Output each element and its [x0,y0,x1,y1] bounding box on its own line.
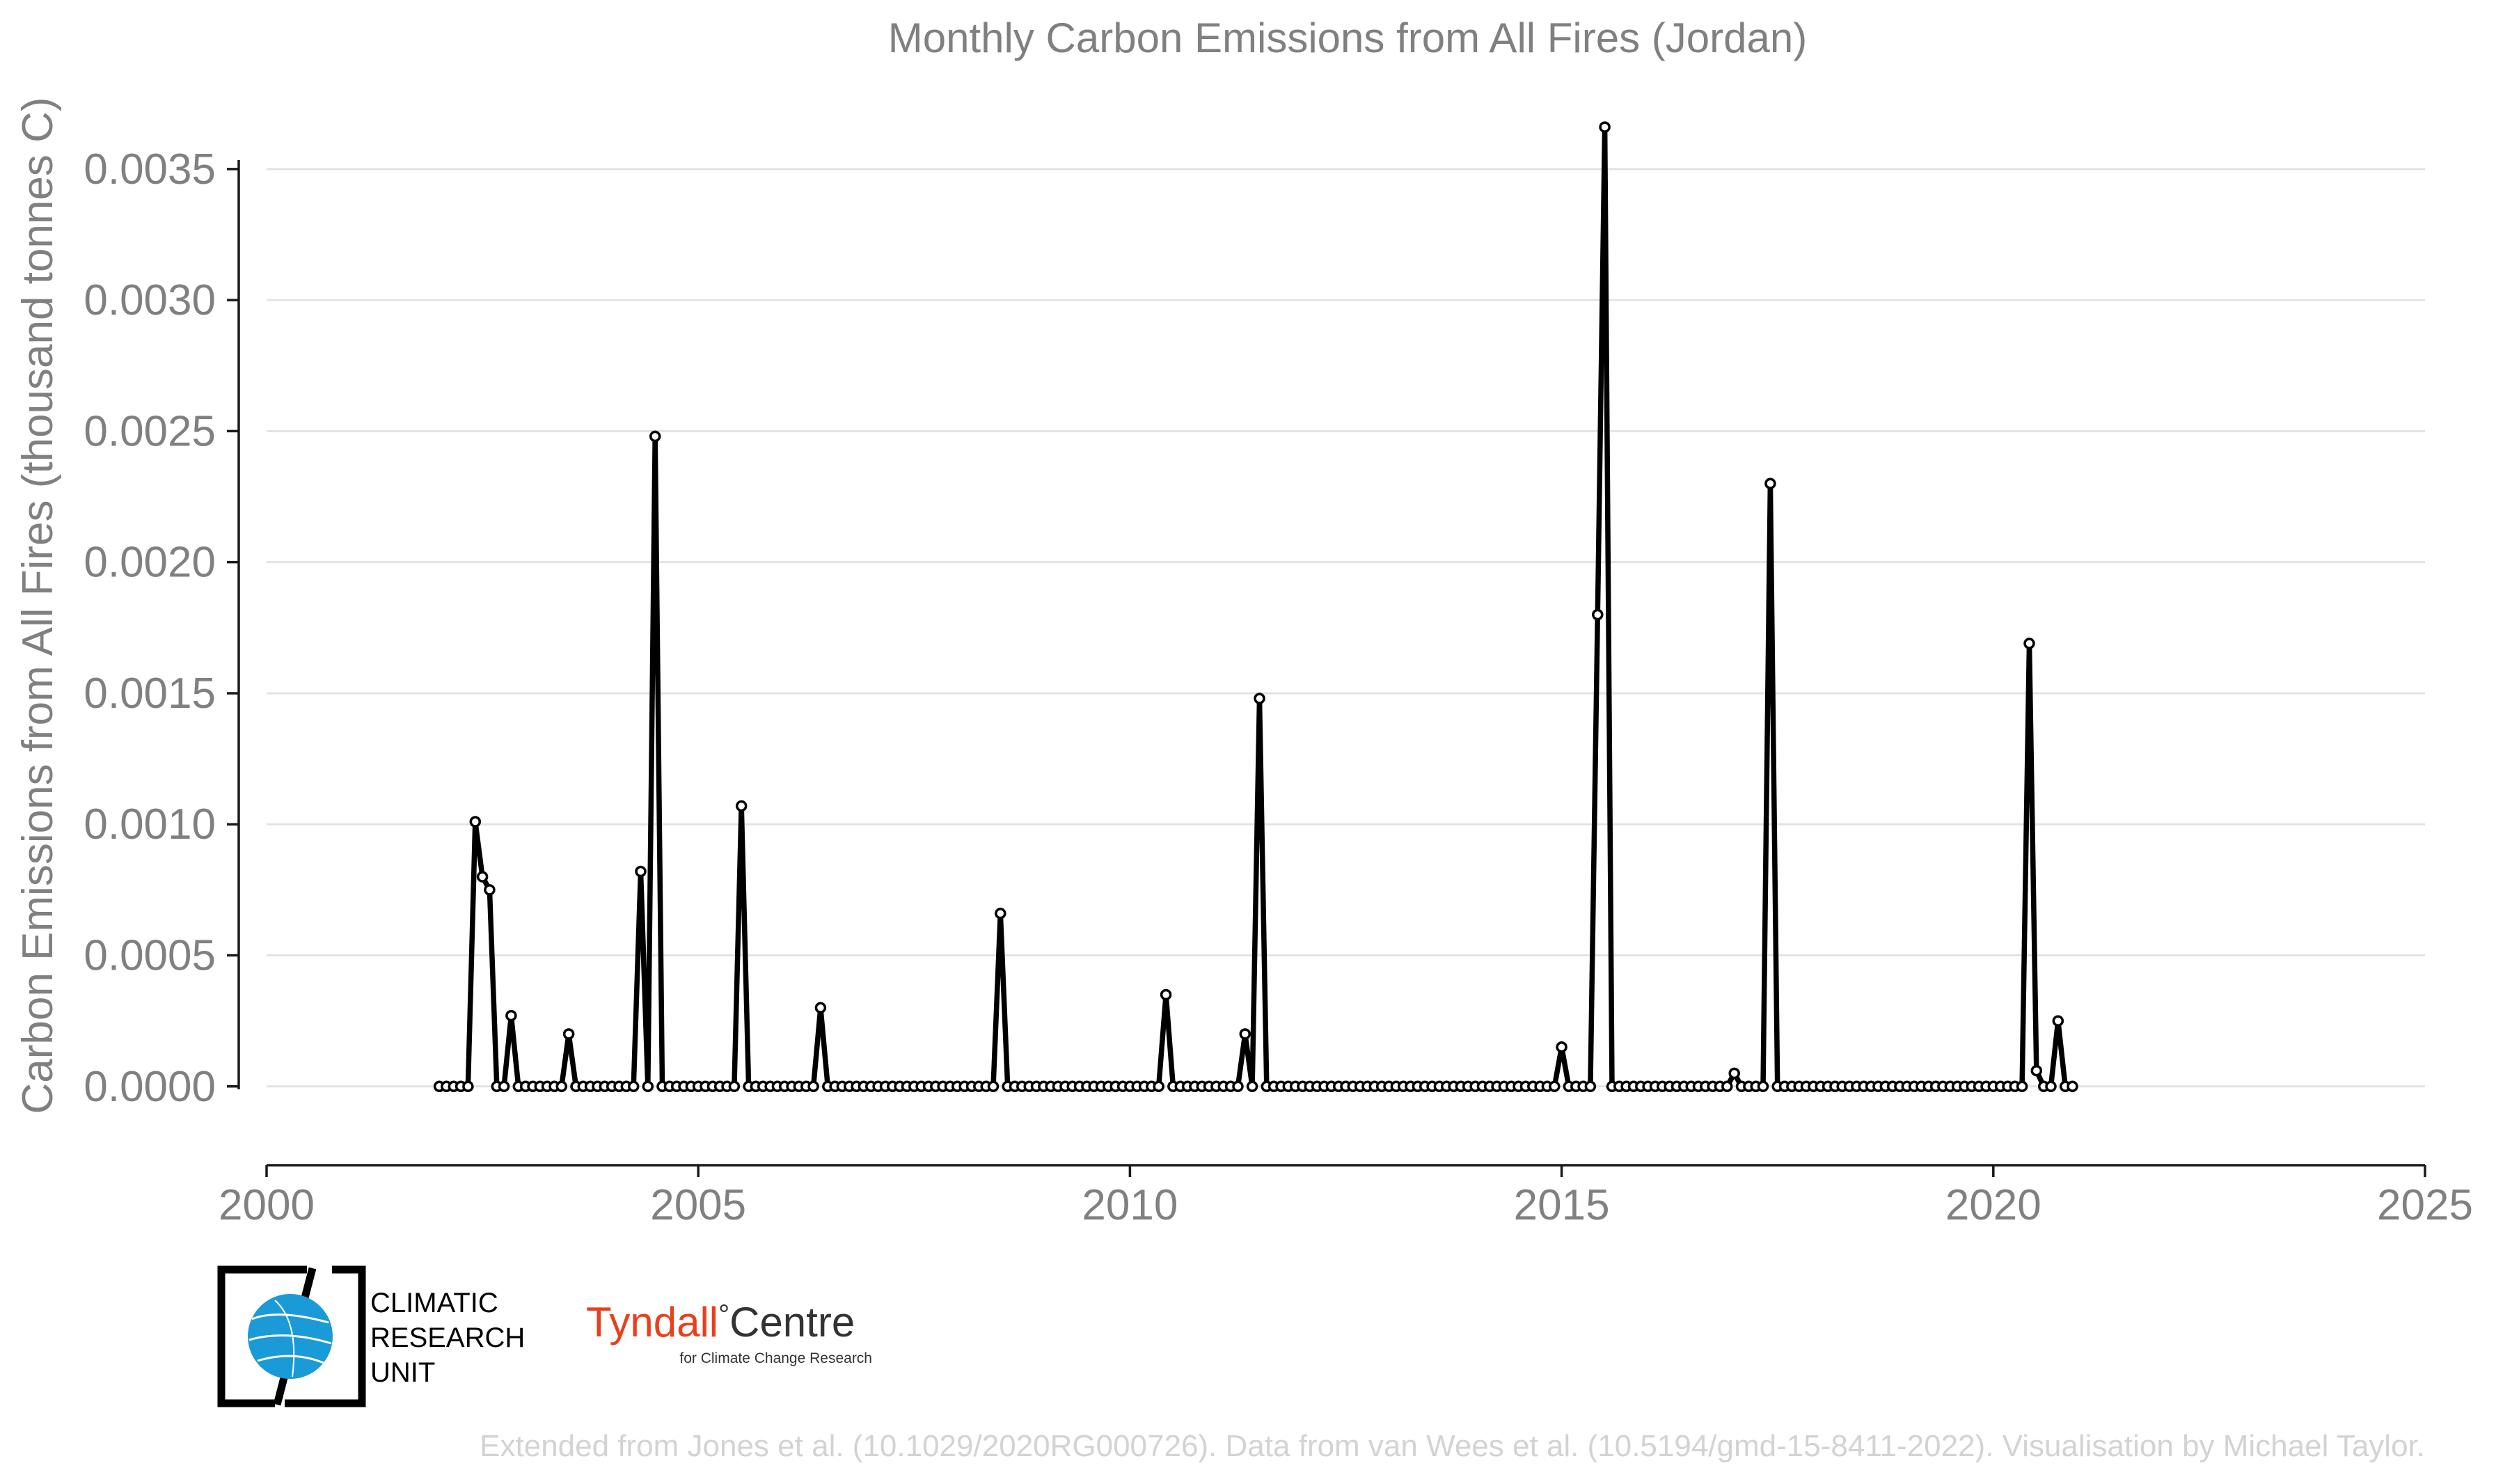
credit-text: Extended from Jones et al. (10.1029/2020… [480,1429,2425,1463]
data-point [1721,1080,1733,1093]
y-tick-label: 0.0005 [84,932,216,980]
cru-name-line2: RESEARCH [370,1323,525,1353]
data-point [735,800,748,812]
data-point [505,1009,517,1022]
tyndall-name: Tyndall [586,1299,718,1345]
cru-logo: CLIMATIC RESEARCH UNIT [217,1265,525,1407]
tyndall-degree: ° [718,1300,729,1330]
data-point [627,1080,640,1093]
data-point [1764,477,1776,489]
data-point [2045,1080,2057,1093]
data-point [1556,1041,1567,1053]
data-point [1160,988,1172,1001]
data-point [814,1002,827,1014]
y-tick-label: 0.0025 [84,407,216,455]
data-point [1584,1080,1597,1093]
svg-text:Tyndall°Centre: Tyndall°Centre [586,1299,855,1345]
data-point [484,884,496,896]
data-point [995,908,1006,919]
x-tick-labels: 2000 2005 2010 2015 2020 2025 [219,1165,2473,1229]
data-point [649,430,661,443]
gridlines [267,168,2425,1088]
series-carbon-emissions [433,121,2078,1093]
data-point [1757,1080,1769,1093]
data-point [1599,121,1611,133]
cru-name-line3: UNIT [370,1357,435,1388]
chart-title: Monthly Carbon Emissions from All Fires … [888,15,1807,61]
data-point [2067,1080,2078,1093]
data-point [807,1080,819,1093]
data-point [562,1028,575,1040]
y-tick-label: 0.0030 [84,276,216,324]
data-point [1153,1080,1164,1093]
data-point [1549,1080,1561,1093]
x-tick-label: 2025 [2377,1181,2473,1229]
x-tick-label: 2005 [650,1181,746,1229]
y-tick-label: 0.0015 [84,670,216,718]
tyndall-centre-logo: Tyndall°Centre for Climate Change Resear… [586,1299,872,1366]
x-tick-label: 2020 [1945,1181,2041,1229]
x-tick-label: 2015 [1514,1181,1610,1229]
data-point [1232,1080,1244,1093]
data-point [635,865,647,878]
y-tick-label: 0.0010 [84,800,216,848]
data-point [2030,1064,2043,1077]
cru-name-line1: CLIMATIC [370,1288,498,1318]
data-point [469,816,482,828]
data-point [555,1080,568,1093]
y-tick-label: 0.0000 [84,1063,216,1111]
x-tick-label: 2010 [1082,1181,1178,1229]
data-point [2052,1015,2064,1027]
data-point [2016,1080,2028,1093]
y-tick-label: 0.0020 [84,539,216,587]
data-point [2023,638,2035,649]
data-point [1728,1067,1740,1080]
tyndall-subtitle: for Climate Change Research [679,1350,872,1366]
y-tick-labels: 0.0000 0.0005 0.0010 0.0015 0.0020 0.0025 0.00… [84,145,239,1111]
data-point [498,1080,510,1093]
data-point [462,1080,474,1093]
data-point [987,1080,1000,1093]
data-point [642,1080,654,1093]
y-tick-label: 0.0035 [84,145,216,194]
y-axis-label: Carbon Emissions from All Fires (thousan… [14,97,62,1114]
data-point [1592,608,1604,621]
data-point [476,871,489,883]
data-point [728,1080,741,1093]
tyndall-centre: Centre [729,1299,855,1345]
data-point [1239,1028,1251,1040]
series-line [439,124,2073,1089]
x-tick-label: 2000 [219,1181,315,1229]
data-point [1246,1080,1258,1093]
data-point [1254,693,1265,704]
